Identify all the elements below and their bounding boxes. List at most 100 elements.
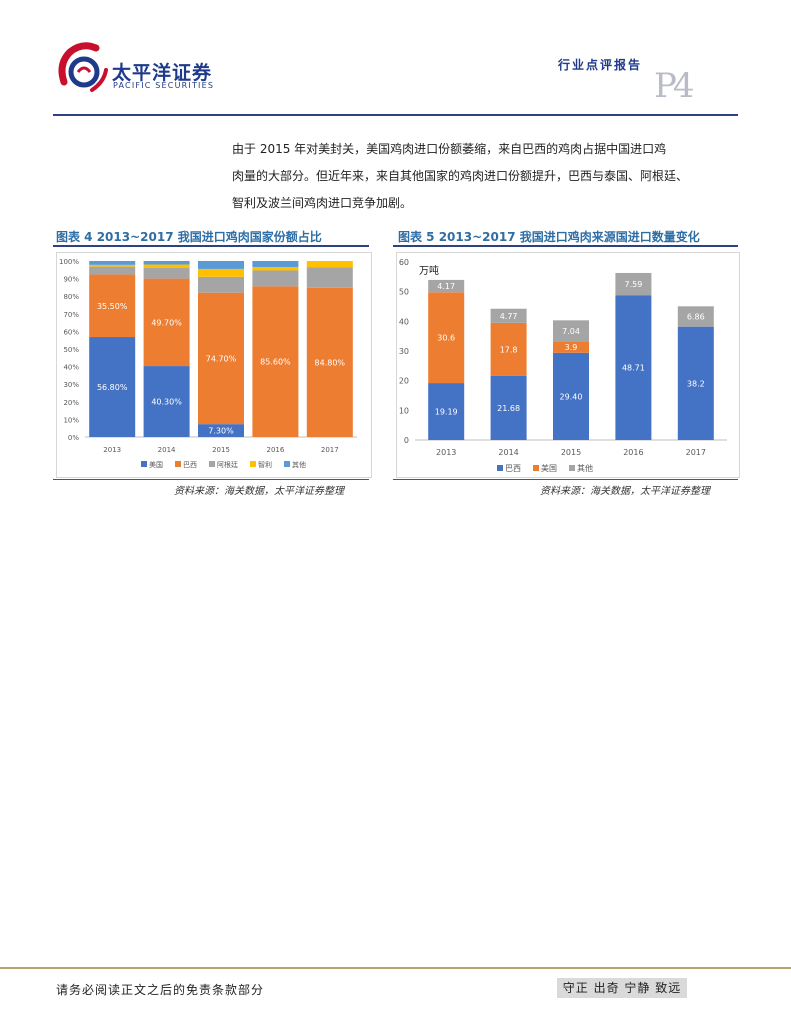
volume-stacked-bar-chart: 0 10 20 30 40 50 60 19.19 30.6 4.17 2013 21.68 17.8 4… — [399, 258, 727, 473]
y-tick-label: 100% — [59, 258, 79, 266]
data-label: 48.71 — [622, 364, 645, 373]
x-tick-label: 2016 — [266, 446, 284, 454]
y-tick-label: 30% — [63, 381, 79, 389]
bar-segment-4 — [89, 261, 136, 265]
data-label: 19.19 — [435, 408, 458, 417]
legend-label: 美国 — [541, 463, 557, 473]
data-label: 30.6 — [437, 334, 455, 343]
data-label: 85.60% — [260, 358, 291, 367]
figure-5-source: 资料来源：海关数据，太平洋证券整理 — [540, 486, 710, 497]
paragraph-line: 肉量的大部分。但近年来，来自其他国家的鸡肉进口份额提升，巴西与泰国、阿根廷、 — [232, 169, 689, 183]
data-label: 84.80% — [315, 358, 346, 367]
y-tick-label: 20% — [63, 399, 79, 407]
legend-swatch-0 — [141, 461, 147, 467]
bar-segment-2 — [143, 268, 190, 279]
legend-swatch-0 — [497, 465, 503, 471]
y-tick-label: 10 — [399, 406, 409, 415]
bar-segment-4 — [143, 261, 190, 265]
data-label: 7.30% — [208, 427, 234, 436]
data-label: 3.9 — [565, 343, 578, 352]
y-tick-label: 30 — [399, 347, 409, 356]
data-label: 29.40 — [560, 392, 583, 401]
data-label: 40.30% — [151, 398, 182, 407]
x-tick-label: 2016 — [623, 448, 643, 457]
figure-4-title: 图表 4 2013~2017 我国进口鸡肉国家份额占比 — [56, 230, 322, 244]
data-label: 35.50% — [97, 302, 128, 311]
bar-segment-0 — [428, 383, 465, 440]
y-tick-label: 40 — [399, 317, 409, 326]
legend-label: 智利 — [258, 460, 272, 469]
footer-motto: 守正 出奇 宁静 致远 — [557, 978, 687, 998]
figure-5-source-rule — [393, 479, 738, 480]
bar-segment-3 — [198, 268, 244, 277]
bar-segment-0 — [677, 326, 714, 440]
legend-swatch-3 — [250, 461, 256, 467]
bar-segment-1 — [428, 292, 465, 384]
bar-segment-1 — [490, 322, 527, 376]
bar-segment-0 — [89, 337, 136, 437]
bar-segment-1 — [198, 292, 244, 425]
data-label: 21.68 — [497, 404, 520, 413]
y-tick-label: 10% — [63, 416, 79, 424]
figure-5-chart-frame: 0 10 20 30 40 50 60 19.19 30.6 4.17 2013 21.68 17.8 4… — [396, 252, 740, 478]
bar-segment-1 — [252, 286, 299, 437]
bar-segment-3 — [89, 264, 136, 267]
legend-label: 其他 — [292, 460, 306, 469]
x-tick-label: 2017 — [686, 448, 706, 457]
bar-segment-2 — [306, 267, 353, 288]
bar-segment-1 — [306, 287, 353, 437]
x-tick-label: 2014 — [498, 448, 518, 457]
y-tick-label: 0% — [68, 434, 79, 442]
data-label: 7.04 — [562, 327, 580, 336]
figure-4-source: 资料来源：海关数据，太平洋证券整理 — [174, 486, 344, 497]
bar-segment-1 — [143, 278, 190, 367]
y-tick-label: 70% — [63, 311, 79, 319]
bar-segment-2 — [677, 306, 714, 327]
unit-label: 万吨 — [419, 264, 439, 277]
y-tick-label: 0 — [404, 436, 409, 445]
bar-segment-3 — [306, 261, 353, 268]
legend-label: 阿根廷 — [217, 460, 238, 469]
legend-swatch-1 — [175, 461, 181, 467]
y-tick-label: 80% — [63, 293, 79, 301]
data-label: 38.2 — [687, 379, 705, 388]
legend-swatch-4 — [284, 461, 290, 467]
bar-segment-1 — [553, 341, 589, 353]
bar-segment-2 — [490, 308, 527, 323]
figure-4-title-rule — [53, 245, 369, 247]
bar-segment-3 — [143, 264, 190, 269]
legend-label: 其他 — [577, 463, 593, 473]
bar-segment-4 — [252, 261, 299, 267]
figure-5-title: 图表 5 2013~2017 我国进口鸡肉来源国进口数量变化 — [398, 230, 700, 244]
bar-segment-2 — [89, 266, 136, 275]
y-tick-label: 60 — [399, 258, 409, 267]
data-label: 74.70% — [206, 354, 237, 363]
bar-segment-0 — [490, 375, 527, 440]
y-tick-label: 50% — [63, 346, 79, 354]
legend-label: 巴西 — [505, 464, 521, 473]
logo-chinese-name: 太平洋证券 — [112, 62, 213, 84]
data-label: 4.17 — [437, 282, 455, 291]
bar-segment-0 — [198, 424, 244, 437]
bar-segment-0 — [553, 352, 589, 440]
bar-segment-2 — [252, 270, 299, 287]
y-tick-label: 20 — [399, 377, 409, 386]
y-tick-label: 90% — [63, 276, 79, 284]
y-tick-label: 60% — [63, 328, 79, 336]
bar-segment-2 — [553, 320, 589, 342]
bar-segment-2 — [615, 272, 652, 296]
legend-swatch-2 — [209, 461, 215, 467]
data-label: 4.77 — [500, 312, 518, 321]
legend-label: 巴西 — [183, 461, 197, 469]
figure-5-title-rule — [393, 245, 738, 247]
x-tick-label: 2013 — [103, 446, 121, 454]
page-number: P4 — [654, 66, 694, 106]
paragraph-line: 由于 2015 年对美封关，美国鸡肉进口份额萎缩，来自巴西的鸡肉占据中国进口鸡 — [232, 142, 667, 156]
data-label: 49.70% — [151, 318, 182, 327]
x-tick-label: 2013 — [436, 448, 456, 457]
bar-segment-3 — [252, 266, 299, 271]
data-label: 56.80% — [97, 383, 128, 392]
y-tick-label: 40% — [63, 364, 79, 372]
logo-english-name: PACIFIC SECURITIES — [113, 81, 215, 90]
data-label: 7.59 — [624, 280, 642, 289]
